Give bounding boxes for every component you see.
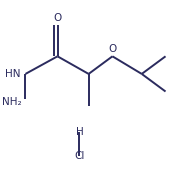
Text: H: H [76,127,83,137]
Text: NH₂: NH₂ [2,97,22,107]
Text: O: O [53,13,62,23]
Text: HN: HN [5,69,21,79]
Text: O: O [108,44,117,54]
Text: Cl: Cl [74,151,85,161]
